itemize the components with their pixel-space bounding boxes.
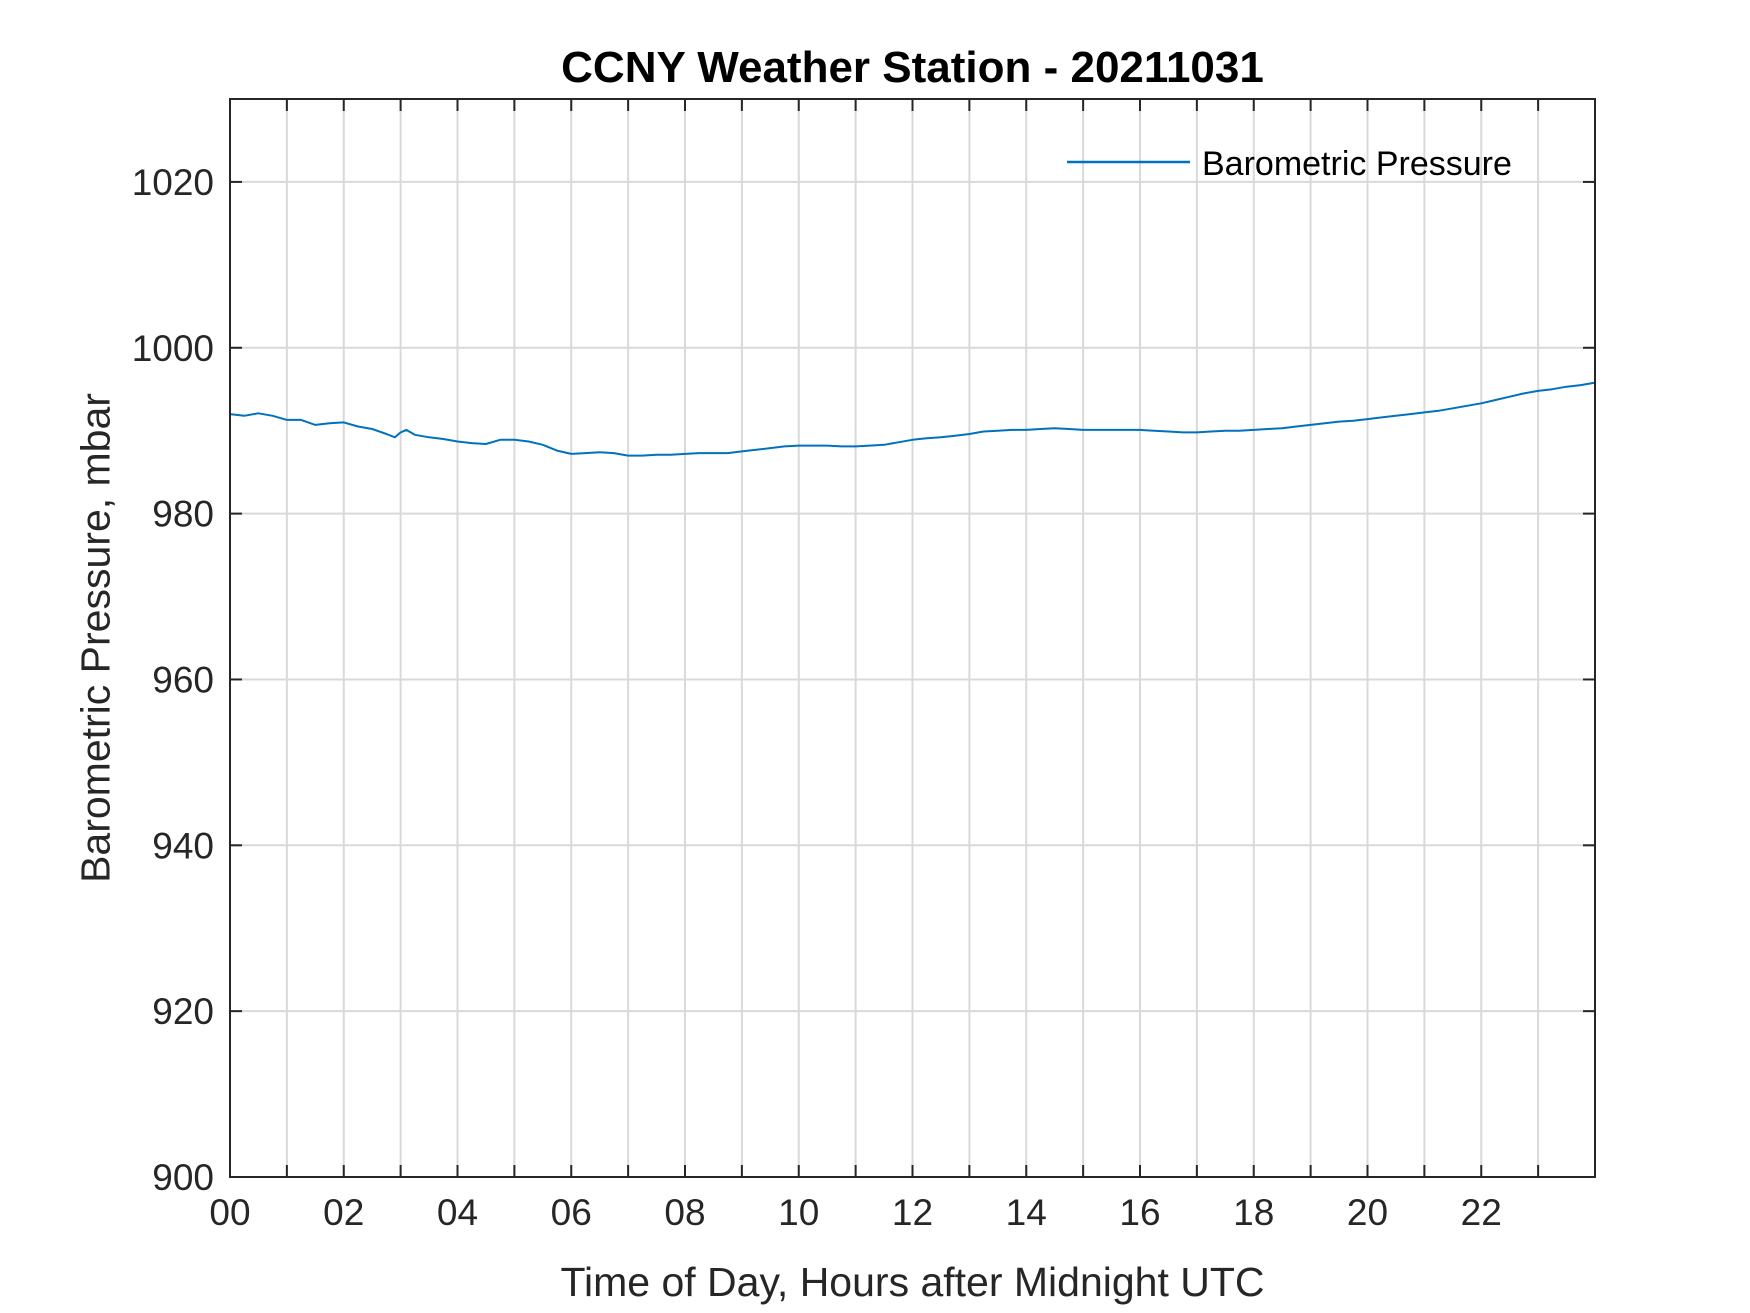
y-tick-label: 1000 [132, 328, 214, 369]
x-tick-label: 00 [209, 1192, 250, 1233]
y-tick-label: 980 [152, 494, 214, 535]
x-tick-label: 08 [664, 1192, 705, 1233]
y-tick-label: 960 [152, 659, 214, 700]
x-tick-label: 10 [778, 1192, 819, 1233]
y-tick-label: 900 [152, 1157, 214, 1198]
plot-frame [229, 98, 1596, 1178]
x-tick-label: 12 [892, 1192, 933, 1233]
x-tick-label: 20 [1347, 1192, 1388, 1233]
x-tick-labels: 00 02 04 06 08 10 12 14 16 18 20 22 [209, 1192, 1501, 1233]
tick-marks [230, 99, 1595, 1178]
x-axis-label: Time of Day, Hours after Midnight UTC [560, 1259, 1264, 1305]
series-layer [229, 381, 1596, 457]
x-tick-label: 06 [551, 1192, 592, 1233]
barometric-pressure-line [229, 381, 1596, 457]
y-tick-label: 920 [152, 991, 214, 1032]
legend-label: Barometric Pressure [1202, 145, 1512, 183]
legend: Barometric Pressure [1067, 145, 1512, 183]
y-tick-label: 940 [152, 825, 214, 866]
x-tick-label: 22 [1461, 1192, 1502, 1233]
x-tick-label: 14 [1006, 1192, 1047, 1233]
x-tick-label: 04 [437, 1192, 478, 1233]
x-tick-label: 02 [323, 1192, 364, 1233]
y-axis-label: Barometric Pressure, mbar [72, 393, 118, 883]
grid-lines [230, 99, 1595, 1177]
y-tick-labels: 900 920 940 960 980 1000 1020 [132, 162, 214, 1198]
chart-title: CCNY Weather Station - 20211031 [561, 43, 1264, 92]
x-tick-label: 16 [1119, 1192, 1160, 1233]
y-tick-label: 1020 [132, 162, 214, 203]
x-tick-label: 18 [1233, 1192, 1274, 1233]
